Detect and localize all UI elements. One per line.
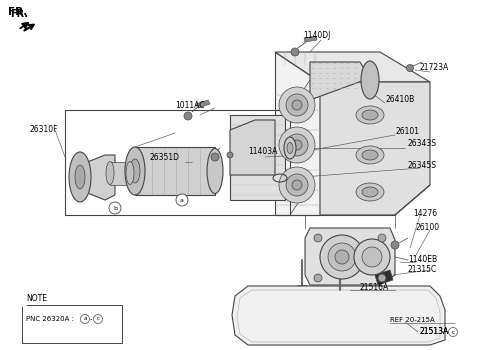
Circle shape <box>362 247 382 267</box>
Text: 21723A: 21723A <box>420 63 449 72</box>
Text: 1140DJ: 1140DJ <box>303 32 330 41</box>
Text: PNC 26320A :: PNC 26320A : <box>26 316 76 322</box>
Circle shape <box>109 202 121 214</box>
Ellipse shape <box>361 61 379 99</box>
Circle shape <box>279 167 315 203</box>
Polygon shape <box>230 115 285 200</box>
Circle shape <box>335 250 349 264</box>
Polygon shape <box>375 270 393 285</box>
Text: 26345S: 26345S <box>408 161 437 169</box>
Polygon shape <box>196 100 210 108</box>
Ellipse shape <box>287 142 293 154</box>
Text: NOTE: NOTE <box>26 294 47 303</box>
Ellipse shape <box>362 187 378 197</box>
Text: 26100: 26100 <box>415 224 439 232</box>
Polygon shape <box>275 52 320 215</box>
Text: FR.: FR. <box>8 7 27 17</box>
Circle shape <box>391 241 399 249</box>
Circle shape <box>407 64 413 71</box>
Circle shape <box>314 234 322 242</box>
Polygon shape <box>110 162 130 185</box>
Polygon shape <box>305 228 395 285</box>
Text: 21516A: 21516A <box>360 284 389 293</box>
Polygon shape <box>320 82 430 215</box>
Circle shape <box>286 174 308 196</box>
Text: 21513A: 21513A <box>420 328 449 336</box>
Circle shape <box>292 180 302 190</box>
Circle shape <box>94 315 103 323</box>
Ellipse shape <box>207 148 223 194</box>
Text: 26410B: 26410B <box>385 96 414 105</box>
Text: 1140EB: 1140EB <box>408 256 437 265</box>
Polygon shape <box>232 286 445 345</box>
Text: a: a <box>180 197 184 203</box>
Circle shape <box>354 239 390 275</box>
Circle shape <box>279 87 315 123</box>
Text: a: a <box>83 316 87 322</box>
Circle shape <box>81 315 89 323</box>
Circle shape <box>378 234 386 242</box>
Ellipse shape <box>69 152 91 202</box>
Polygon shape <box>135 147 215 195</box>
Ellipse shape <box>125 147 145 195</box>
Circle shape <box>314 274 322 282</box>
Circle shape <box>227 152 233 158</box>
Circle shape <box>328 243 356 271</box>
Ellipse shape <box>75 165 85 189</box>
Text: 26101: 26101 <box>395 127 419 136</box>
Text: 26343S: 26343S <box>407 140 436 148</box>
Text: c: c <box>452 329 455 335</box>
Circle shape <box>286 94 308 116</box>
Ellipse shape <box>106 161 114 184</box>
Text: 26310F: 26310F <box>30 126 59 134</box>
Text: b: b <box>113 205 117 210</box>
Text: REF 20-215A: REF 20-215A <box>390 317 435 323</box>
Text: 26351D: 26351D <box>150 154 180 162</box>
Circle shape <box>448 328 457 336</box>
Circle shape <box>279 127 315 163</box>
Ellipse shape <box>356 146 384 164</box>
Circle shape <box>211 153 219 161</box>
Text: 21513A: 21513A <box>420 328 449 336</box>
Ellipse shape <box>362 110 378 120</box>
Text: 11403A: 11403A <box>248 147 277 156</box>
Circle shape <box>292 140 302 150</box>
Text: FR.: FR. <box>10 9 28 19</box>
Text: -: - <box>90 316 93 322</box>
Ellipse shape <box>130 159 140 183</box>
Polygon shape <box>230 120 275 175</box>
Circle shape <box>286 134 308 156</box>
Circle shape <box>184 112 192 120</box>
Ellipse shape <box>362 150 378 160</box>
Circle shape <box>292 100 302 110</box>
Circle shape <box>176 194 188 206</box>
Polygon shape <box>297 285 307 290</box>
Ellipse shape <box>356 106 384 124</box>
Text: c: c <box>96 316 99 322</box>
Polygon shape <box>275 52 430 82</box>
Circle shape <box>320 235 364 279</box>
Text: 21315C: 21315C <box>408 266 437 274</box>
Polygon shape <box>310 62 370 100</box>
Text: 14276: 14276 <box>413 209 437 217</box>
Polygon shape <box>304 36 317 42</box>
Ellipse shape <box>356 183 384 201</box>
Polygon shape <box>80 155 115 200</box>
Text: 1011AC: 1011AC <box>175 100 204 110</box>
Ellipse shape <box>284 137 296 159</box>
Circle shape <box>378 274 386 282</box>
Circle shape <box>291 48 299 56</box>
Ellipse shape <box>126 161 134 184</box>
